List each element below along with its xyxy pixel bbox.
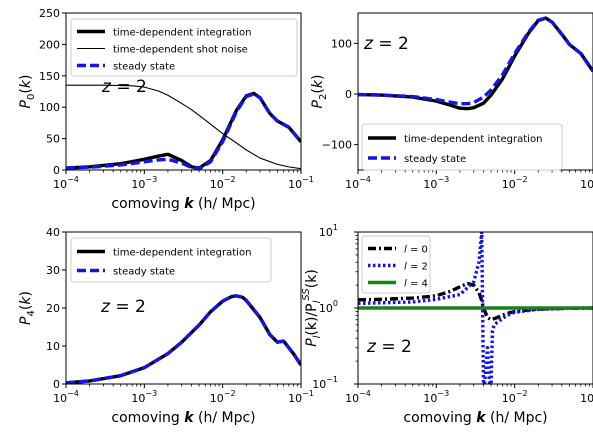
y-tick-label: 0	[53, 378, 60, 391]
series-line-p0-1	[66, 84, 301, 170]
y-tick-label: 40	[46, 226, 60, 239]
y-tick-label: 100	[39, 101, 60, 114]
y-tick-label: 250	[39, 7, 60, 20]
legend-label: time-dependent integration	[404, 134, 542, 145]
y-tick-label: 20	[46, 302, 60, 315]
legend-label: steady state	[113, 62, 175, 73]
y-axis-label: P2(k)	[310, 75, 329, 109]
y-axis-label: Pl(k)/PlSS(k)	[301, 269, 323, 347]
y-tick-label: −100	[322, 139, 352, 152]
series-line-p0-2	[66, 92, 301, 170]
y-tick-label: 101	[319, 223, 338, 239]
legend-label: l = 4	[404, 279, 428, 290]
series-line-ratio-0	[358, 281, 593, 322]
x-tick-label: 10−1	[288, 389, 314, 405]
legend-label: steady state	[113, 267, 175, 278]
y-tick-label: 50	[46, 133, 60, 146]
legend-box	[70, 18, 298, 77]
y-tick-label: 0	[53, 164, 60, 177]
y-tick-label: 30	[46, 264, 60, 277]
series-group	[358, 16, 593, 111]
legend-box	[361, 123, 563, 171]
x-tick-label: 10−2	[502, 389, 528, 405]
x-tick-label: 10−4	[53, 389, 79, 405]
series-line-ratio-1	[358, 232, 593, 384]
y-tick-label: 10	[46, 340, 60, 353]
plot-frame	[65, 12, 302, 171]
x-tick-label: 10−3	[131, 389, 157, 405]
x-tick-label: 10−2	[210, 389, 236, 405]
legend: time-dependent integration steady state	[70, 237, 272, 283]
x-tick-label: 10−4	[345, 175, 371, 191]
legend-label: time-dependent integration	[113, 28, 251, 39]
x-tick-label: 10−4	[53, 175, 79, 191]
x-axis-label: comoving k (h/ Mpc)	[403, 410, 547, 426]
y-tick-label: 100	[319, 299, 338, 315]
redshift-annotation: z = 2	[101, 77, 147, 97]
series-group	[358, 232, 593, 384]
legend: time-dependent integration steady state	[361, 123, 563, 171]
series-group	[66, 84, 301, 170]
series-group	[66, 294, 301, 384]
x-tick-label: 10−1	[580, 389, 593, 405]
legend-box	[70, 237, 272, 283]
x-tick-label: 10−1	[288, 175, 314, 191]
legend: l = 0 l = 2 l = 4	[361, 235, 431, 294]
series-line-p2-1	[358, 16, 593, 106]
panel-ratio: 10−4 10−3 10−2 10−1 10−1 100 101 comoving k (h/…	[301, 223, 593, 426]
legend-label: time-dependent integration	[113, 248, 251, 259]
redshift-annotation: z = 2	[366, 337, 412, 357]
y-tick-label: 200	[39, 38, 60, 51]
legend: time-dependent integration time-dependent…	[70, 18, 298, 77]
legend-box	[361, 235, 431, 294]
redshift-annotation: z = 2	[363, 34, 409, 54]
x-tick-label: 10−3	[131, 175, 157, 191]
y-tick-label: 100	[331, 37, 352, 50]
panel-p4: 10−4 10−3 10−2 10−1 0 10 20 30 40 comoving k (h/ …	[18, 226, 314, 426]
redshift-annotation: z = 2	[100, 297, 146, 317]
x-tick-label: 10−3	[423, 175, 449, 191]
x-tick-label: 10−4	[345, 389, 371, 405]
x-tick-label: 10−1	[580, 175, 593, 191]
x-tick-label: 10−2	[210, 175, 236, 191]
legend-label: time-dependent shot noise	[113, 45, 248, 56]
legend-label: l = 2	[404, 262, 428, 273]
x-axis-label: comoving k (h/ Mpc)	[111, 410, 255, 426]
y-tick-label: 10−1	[312, 375, 338, 391]
y-axis-label: P0(k)	[18, 75, 37, 109]
panel-p2: 10−4 10−3 10−2 10−1 −100 0 100 P2(k) z = 2 time-d…	[310, 12, 593, 191]
x-axis-label: comoving k (h/ Mpc)	[111, 196, 255, 212]
legend-label: steady state	[404, 154, 466, 165]
y-tick-label: 0	[345, 88, 352, 101]
series-line-p4-1	[66, 294, 301, 384]
y-axis-label: P4(k)	[18, 291, 37, 325]
panel-p0: 10−4 10−3 10−2 10−1 0 50 100 150 200 250 comoving …	[18, 7, 314, 212]
x-tick-label: 10−2	[502, 175, 528, 191]
y-tick-label: 150	[39, 70, 60, 83]
legend-label: l = 0	[404, 245, 428, 256]
x-tick-label: 10−3	[423, 389, 449, 405]
